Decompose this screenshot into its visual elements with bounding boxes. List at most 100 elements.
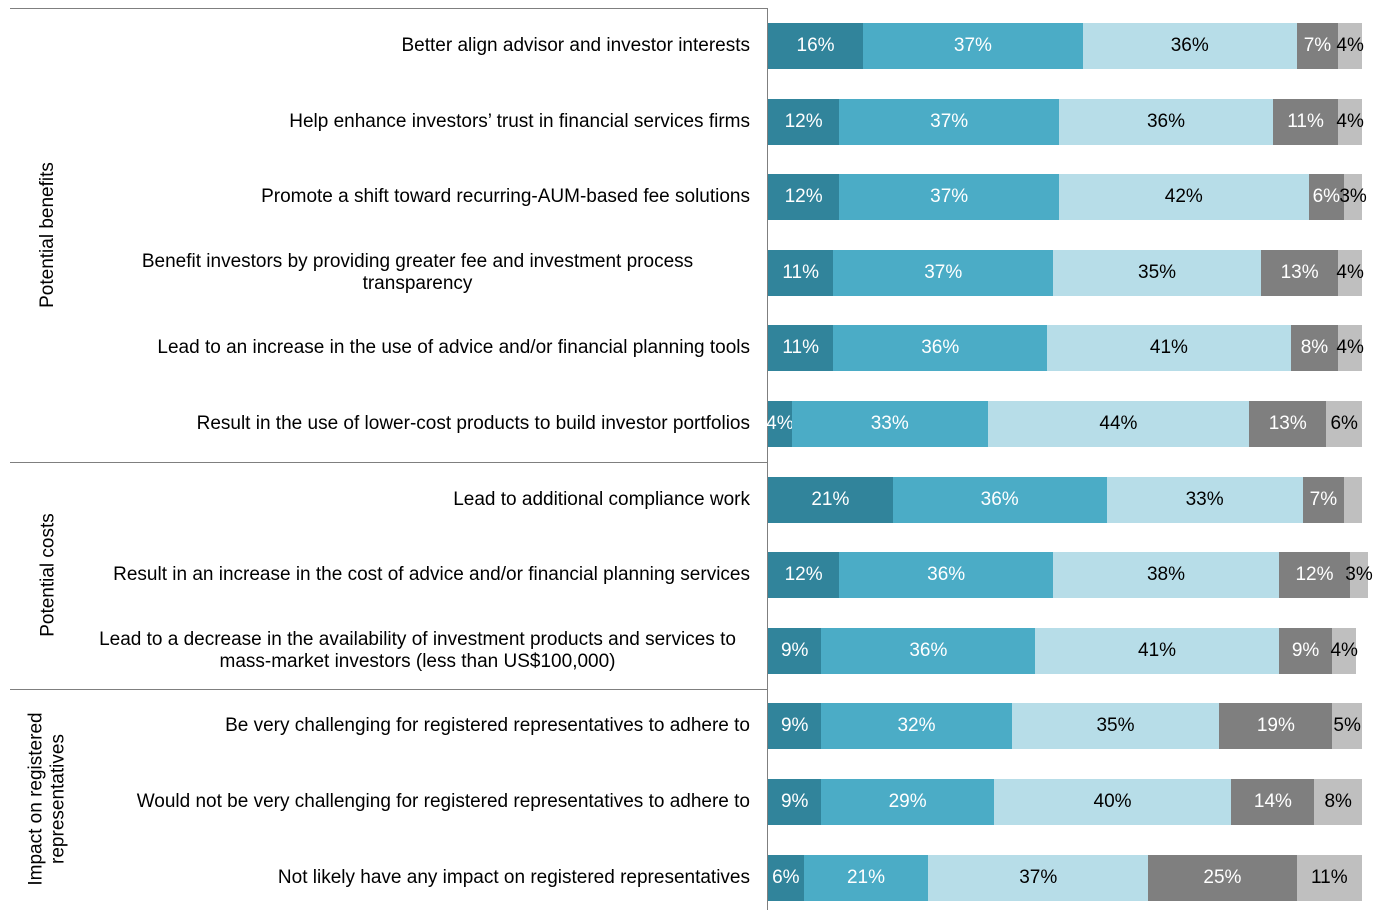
bar-segment: 11% (768, 249, 834, 296)
value-label: 14% (1253, 791, 1292, 812)
value-label: 9% (780, 715, 809, 737)
value-label: 4% (1336, 110, 1364, 132)
value-label: 32% (897, 715, 936, 737)
value-label: 36% (1146, 110, 1185, 132)
bar-segment: 9% (768, 627, 822, 674)
value-label: 37% (953, 35, 992, 56)
value-label: 8% (1324, 791, 1352, 812)
value-label: 36% (1170, 35, 1209, 56)
value-label: 33% (870, 413, 909, 434)
value-label: 16% (796, 35, 835, 56)
category-text: Result in the use of lower-cost products… (196, 413, 750, 434)
value-label: 37% (930, 110, 969, 132)
bar-segment: 11% (768, 325, 834, 372)
group-text: Potential benefits (37, 162, 59, 308)
bar-segment: 21% (768, 476, 893, 523)
bar-segment: 7% (1302, 476, 1345, 523)
value-label: 13% (1268, 413, 1307, 434)
value-label: 9% (780, 639, 809, 661)
bar-segment (1344, 476, 1362, 523)
bar-segment: 41% (1035, 627, 1279, 674)
value-label: 6% (1312, 186, 1341, 208)
category-text: Be very challenging for registered repre… (225, 715, 750, 737)
value-label: 4% (766, 413, 794, 434)
category-label: Lead to an increase in the use of advice… (80, 318, 750, 378)
value-label: 33% (1185, 488, 1224, 510)
value-label: 3% (1339, 186, 1367, 208)
category-label: Help enhance investors’ trust in financi… (80, 92, 750, 152)
bar-segment: 35% (1011, 703, 1220, 750)
axis-line (767, 8, 768, 910)
category-label: Result in the use of lower-cost products… (80, 394, 750, 454)
value-label: 21% (811, 488, 850, 510)
value-label: 5% (1333, 715, 1361, 737)
bar-segment: 41% (1047, 325, 1291, 372)
value-label: 4% (1336, 337, 1364, 359)
category-text: Benefit investors by providing greater f… (141, 250, 694, 294)
value-label: 9% (780, 791, 809, 812)
value-label: 12% (784, 564, 823, 586)
category-label: Would not be very challenging for regist… (80, 772, 750, 832)
bar-segment: 33% (1106, 476, 1303, 523)
category-label: Better align advisor and investor intere… (80, 16, 750, 76)
bar-segment: 37% (833, 249, 1054, 296)
bar-segment: 11% (1272, 98, 1339, 145)
category-text: Help enhance investors’ trust in financi… (289, 110, 750, 132)
value-label: 6% (772, 866, 800, 888)
value-label: 29% (888, 791, 927, 812)
bar-segment: 7% (1296, 23, 1339, 69)
category-text: Lead to additional compliance work (453, 488, 750, 510)
bar-segment: 12% (768, 174, 840, 221)
value-label: 40% (1093, 791, 1132, 812)
group-text: Potential costs (37, 513, 59, 637)
value-label: 11% (782, 261, 819, 283)
bar-segment: 36% (833, 325, 1048, 372)
value-label: 7% (1309, 488, 1338, 510)
bar-segment: 38% (1053, 552, 1279, 599)
category-text: Better align advisor and investor intere… (401, 35, 750, 56)
value-label: 9% (1291, 639, 1320, 661)
value-label: 36% (909, 639, 948, 661)
bar-segment: 19% (1219, 703, 1333, 750)
value-label: 3% (1345, 564, 1373, 586)
value-label: 11% (782, 337, 819, 359)
bar-segment: 36% (839, 552, 1054, 599)
bar-segment: 9% (768, 703, 822, 750)
value-label: 42% (1164, 186, 1203, 208)
value-label: 37% (1019, 866, 1058, 888)
bar-segment: 16% (768, 23, 864, 69)
category-label: Not likely have any impact on registered… (80, 848, 750, 908)
bar-segment: 36% (1082, 23, 1297, 69)
category-text: Promote a shift toward recurring-AUM-bas… (261, 186, 750, 208)
value-label: 4% (1336, 35, 1364, 56)
bar-segment: 9% (768, 779, 822, 825)
bar-segment: 12% (768, 552, 840, 599)
bar-segment: 37% (839, 98, 1060, 145)
value-label: 8% (1300, 337, 1329, 359)
value-label: 11% (1311, 866, 1348, 888)
bar-segment: 5% (1332, 703, 1362, 750)
value-label: 19% (1256, 715, 1295, 737)
value-label: 12% (784, 186, 823, 208)
value-label: 37% (924, 261, 963, 283)
group-label: Potential benefits (10, 8, 86, 462)
category-text: Lead to a decrease in the availability o… (99, 628, 736, 672)
value-label: 6% (1330, 413, 1358, 434)
bar-segment: 8% (1290, 325, 1339, 372)
bar-segment: 40% (993, 779, 1232, 825)
bar-segment: 4% (1336, 23, 1364, 69)
category-label: Result in an increase in the cost of adv… (80, 545, 750, 605)
category-text: Not likely have any impact on registered… (277, 866, 750, 888)
category-text: Result in an increase in the cost of adv… (113, 564, 750, 586)
value-label: 7% (1303, 35, 1332, 56)
bar-segment: 3% (1339, 174, 1367, 221)
bar-segment: 35% (1053, 249, 1261, 296)
bar-segment: 14% (1231, 779, 1315, 825)
bar-segment: 42% (1059, 174, 1309, 221)
bar-segment: 9% (1278, 627, 1333, 674)
bar-segment: 6% (1326, 401, 1362, 447)
bar-segment: 25% (1148, 854, 1297, 901)
group-text: Impact on registered representatives (26, 712, 70, 886)
group-label: Potential costs (10, 462, 86, 689)
